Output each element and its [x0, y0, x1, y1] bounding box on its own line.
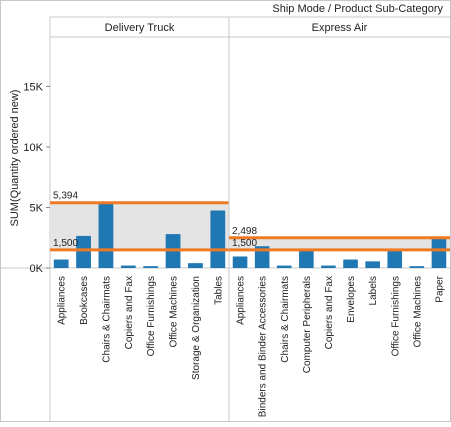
bar[interactable]	[120, 265, 136, 268]
reference-band	[229, 237, 450, 250]
x-tick-label: Office Machines	[169, 276, 180, 348]
x-tick-label: Copiers and Fax	[324, 276, 335, 349]
x-tick-label: Chairs & Chairmats	[280, 276, 291, 363]
bar[interactable]	[276, 265, 292, 268]
panel-header: Delivery Truck	[105, 22, 175, 34]
x-tick-label: Appliances	[236, 276, 247, 325]
bar[interactable]	[210, 210, 226, 269]
reference-line-label: 1,500	[53, 238, 78, 249]
bar[interactable]	[98, 203, 114, 268]
x-tick-label: Envelopes	[346, 276, 357, 323]
y-tick-label: 10K	[23, 142, 43, 154]
y-tick-label: 0K	[30, 263, 44, 275]
x-tick-label: Appliances	[57, 276, 68, 325]
x-tick-label: Binders and Binder Accessories	[258, 276, 269, 417]
bar[interactable]	[76, 235, 91, 268]
bar[interactable]	[343, 259, 358, 268]
x-tick-label: Office Machines	[412, 276, 423, 348]
bar[interactable]	[254, 246, 270, 268]
x-tick-label: Tables	[213, 276, 224, 305]
x-tick-label: Copiers and Fax	[124, 276, 135, 349]
y-tick-label: 15K	[23, 81, 43, 93]
bar[interactable]	[431, 238, 447, 268]
reference-line-label: 2,498	[232, 226, 257, 237]
bar[interactable]	[409, 266, 425, 268]
bar[interactable]	[387, 251, 403, 268]
x-tick-label: Bookcases	[79, 276, 90, 325]
x-tick-label: Storage & Organization	[191, 276, 202, 380]
y-axis-label: SUM(Quantity ordered new)	[9, 90, 21, 227]
bar[interactable]	[365, 261, 380, 268]
x-tick-label: Computer Peripherals	[302, 276, 313, 373]
y-tick-label: 5K	[30, 202, 44, 214]
reference-line-label: 5,394	[53, 191, 78, 202]
bar[interactable]	[321, 265, 336, 268]
bar[interactable]	[188, 263, 203, 268]
x-tick-label: Chairs & Chairmats	[101, 276, 112, 363]
bar[interactable]	[53, 259, 69, 268]
x-tick-label: Office Furnishings	[146, 276, 157, 356]
x-tick-label: Office Furnishings	[390, 276, 401, 356]
column-header: Ship Mode / Product Sub-Category	[272, 3, 443, 15]
panel-header: Express Air	[312, 22, 368, 34]
x-tick-label: Paper	[434, 275, 445, 302]
x-tick-label: Labels	[368, 276, 379, 305]
bar[interactable]	[299, 250, 314, 268]
bar[interactable]	[232, 256, 248, 269]
bar[interactable]	[143, 266, 159, 268]
reference-line-label: 1,500	[232, 238, 257, 249]
